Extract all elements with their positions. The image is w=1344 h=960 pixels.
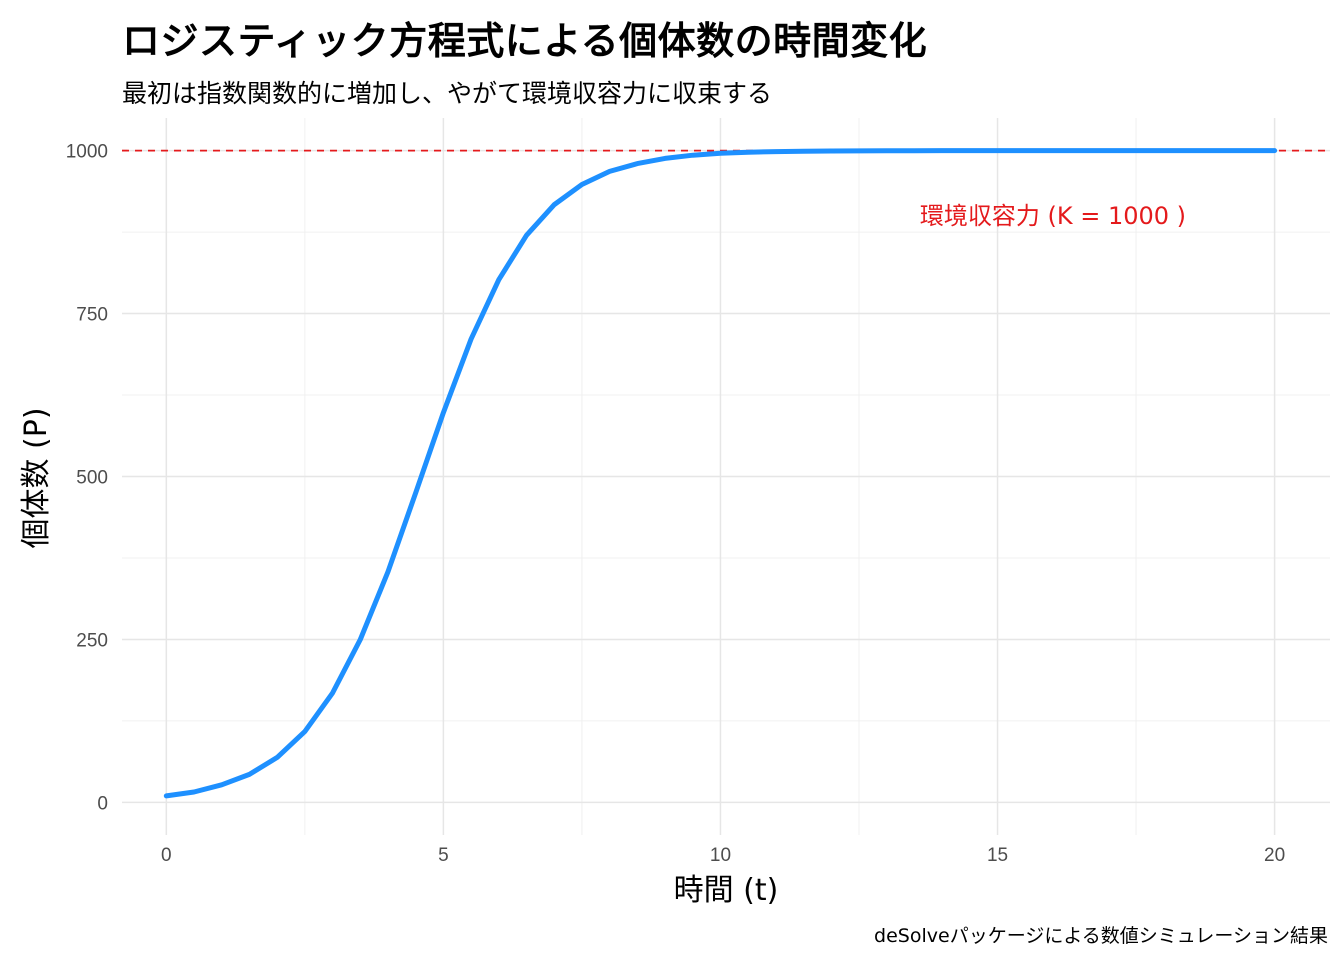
y-axis-ticks: 0 250 500 750 1000 <box>66 142 108 815</box>
y-tick-label: 750 <box>76 305 108 326</box>
chart-title: ロジスティック方程式による個体数の時間変化 <box>122 19 928 63</box>
x-axis-ticks: 0 5 10 15 20 <box>161 845 1285 866</box>
x-axis-title: 時間 (t) <box>674 873 779 908</box>
x-tick-label: 20 <box>1264 845 1285 866</box>
chart-caption: deSolveパッケージによる数値シミュレーション結果 <box>874 925 1328 947</box>
x-tick-label: 15 <box>987 845 1008 866</box>
population-curve <box>163 148 1278 799</box>
y-tick-label: 250 <box>76 630 108 651</box>
y-tick-label: 500 <box>76 468 108 489</box>
x-tick-label: 0 <box>161 845 172 866</box>
carrying-capacity-label: 環境収容力 (K = 1000 ) <box>920 202 1186 230</box>
y-axis-title: 個体数 (P) <box>19 407 54 548</box>
y-tick-label: 0 <box>97 793 108 814</box>
x-tick-label: 10 <box>710 845 731 866</box>
x-tick-label: 5 <box>438 845 449 866</box>
y-tick-label: 1000 <box>66 142 108 163</box>
chart-subtitle: 最初は指数関数的に増加し、やがて環境収容力に収束する <box>122 79 773 108</box>
series-layer <box>163 148 1278 799</box>
